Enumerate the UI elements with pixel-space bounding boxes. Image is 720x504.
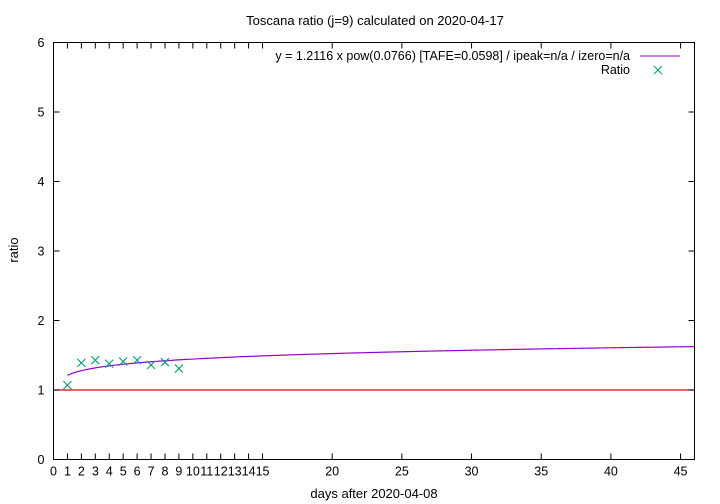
x-tick-label: 13 [228,465,242,479]
x-tick-label: 15 [256,465,270,479]
y-axis: 0 1 2 3 4 5 6 [38,36,695,467]
fit-line [67,346,695,376]
x-tick-label: 20 [325,465,339,479]
x-tick-label: 9 [175,465,182,479]
x-tick-label: 40 [604,465,618,479]
x-axis-title: days after 2020-04-08 [310,486,437,501]
x-tick-label: 35 [534,465,548,479]
x-tick-label: 0 [50,465,57,479]
ratio-point [76,358,86,368]
x-tick-label: 14 [242,465,256,479]
y-tick-label: 1 [38,384,45,398]
x-tick-label: 3 [92,465,99,479]
legend-swatch-ratio [653,65,663,75]
ratio-point [174,364,184,373]
ratio-point [132,355,142,365]
y-tick-label: 5 [38,106,45,120]
points-layer [63,355,184,390]
ratio-point [104,359,114,368]
chart-title: Toscana ratio (j=9) calculated on 2020-0… [246,13,504,28]
fit-line-layer [67,346,695,376]
x-tick-label: 5 [120,465,127,479]
x-tick-label: 7 [148,465,155,479]
legend-label-ratio: Ratio [601,63,630,77]
x-tick-label: 6 [134,465,141,479]
x-tick-label: 12 [214,465,228,479]
x-tick-label: 2 [78,465,85,479]
ratio-point [90,355,100,365]
x-tick-label: 4 [106,465,113,479]
legend: y = 1.2116 x pow(0.0766) [TAFE=0.0598] /… [275,49,680,77]
ratio-point [146,360,156,370]
y-tick-label: 4 [38,175,45,189]
x-tick-label: 30 [465,465,479,479]
y-tick-label: 0 [38,453,45,467]
y-axis-title: ratio [6,237,21,262]
x-tick-label: 11 [200,465,213,479]
y-tick-label: 2 [38,314,45,328]
x-axis: 0 1 2 3 4 5 6 7 8 9 10 11 12 13 14 15 20 25 30 35 40 45 [50,42,688,479]
ratio-point [63,380,72,390]
x-tick-label: 25 [395,465,409,479]
ratio-point [118,357,128,366]
x-tick-label: 45 [674,465,688,479]
ratio-point [160,357,170,367]
x-tick-label: 10 [186,465,200,479]
y-tick-label: 3 [38,245,45,259]
x-tick-label: 8 [162,465,169,479]
legend-label-fit: y = 1.2116 x pow(0.0766) [TAFE=0.0598] /… [275,49,630,63]
y-tick-label: 6 [38,36,45,50]
x-tick-label: 1 [64,465,71,479]
